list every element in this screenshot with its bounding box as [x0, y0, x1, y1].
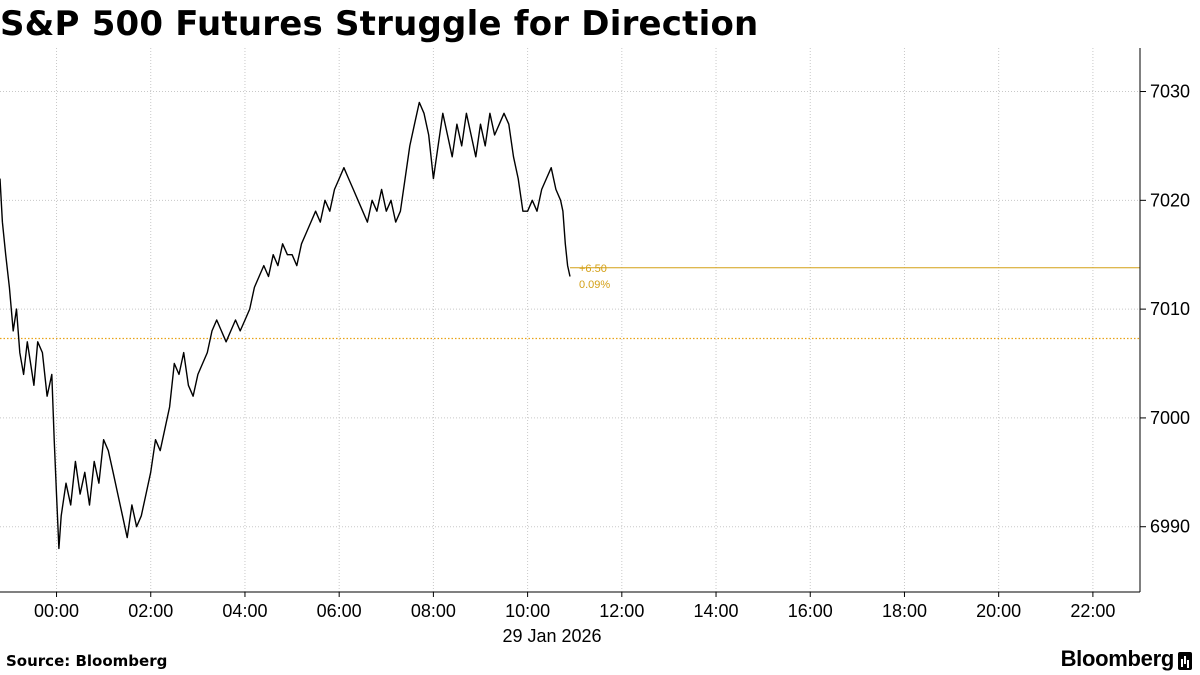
annotation-pct: 0.09% — [579, 279, 610, 291]
annotation-change: +6.50 — [579, 263, 607, 275]
x-tick-label: 16:00 — [788, 601, 833, 621]
brand-logo: Bloomberg — [1061, 646, 1192, 672]
x-tick-label: 12:00 — [599, 601, 644, 621]
x-tick-label: 00:00 — [34, 601, 79, 621]
y-tick-labels: 6990 7000 7010 7020 7030 — [1150, 82, 1190, 537]
y-tick-label: 7020 — [1150, 190, 1190, 210]
x-tick-label: 06:00 — [317, 601, 362, 621]
y-tick-label: 7030 — [1150, 82, 1190, 102]
price-line — [0, 101, 571, 550]
x-tick-label: 10:00 — [505, 601, 550, 621]
grid-lines — [0, 48, 1140, 592]
x-tick-label: 02:00 — [128, 601, 173, 621]
bloomberg-icon — [1178, 651, 1192, 670]
source-note: Source: Bloomberg — [6, 652, 168, 670]
y-tick-label: 7000 — [1150, 408, 1190, 428]
y-tick-label: 6990 — [1150, 517, 1190, 537]
price-series — [0, 101, 571, 550]
brand-text: Bloomberg — [1060, 646, 1175, 671]
x-tick-label: 20:00 — [976, 601, 1021, 621]
axes — [0, 48, 1146, 597]
x-tick-label: 18:00 — [882, 601, 927, 621]
x-tick-label: 08:00 — [411, 601, 456, 621]
x-tick-label: 14:00 — [694, 601, 739, 621]
y-tick-label: 7010 — [1150, 299, 1190, 319]
x-tick-labels: 00:00 02:00 04:00 06:00 08:00 10:00 12:00 14:00… — [34, 601, 1115, 621]
x-tick-label: 04:00 — [222, 601, 267, 621]
date-label: 29 Jan 2026 — [502, 626, 601, 646]
x-tick-label: 22:00 — [1070, 601, 1115, 621]
chart-title: S&P 500 Futures Struggle for Direction — [0, 4, 759, 44]
